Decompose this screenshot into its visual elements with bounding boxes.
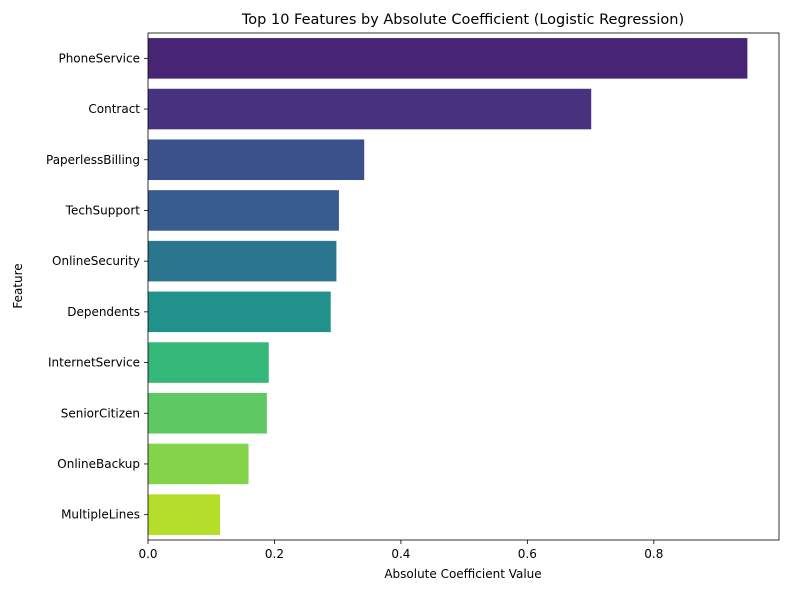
x-ticks: 0.0 0.2 0.4 0.6 0.8 [138,540,663,561]
bar-Contract [148,88,592,130]
x-tick-label: 0.6 [518,547,537,561]
plot-frame [147,32,780,541]
y-tick-label: TechSupport [65,203,141,217]
bar-PaperlessBilling [148,139,365,181]
bar-InternetService [148,342,269,383]
bar-OnlineBackup [148,443,249,485]
y-tick-label: OnlineSecurity [52,254,140,268]
y-tick-label: InternetService [48,356,140,370]
x-tick-label: 0.2 [265,547,284,561]
x-tick-label: 0.4 [391,547,410,561]
bar-SeniorCitizen [148,392,267,434]
y-axis-label: Feature [11,263,25,308]
y-tick-label: Contract [88,102,140,116]
bar-MultipleLines [148,494,221,535]
bar-OnlineSecurity [148,240,337,282]
y-tick-label: MultipleLines [61,508,140,522]
x-tick-label: 0.0 [138,547,157,561]
x-tick-label: 0.8 [644,547,663,561]
x-axis-label: Absolute Coefficient Value [384,567,541,581]
y-ticks: PhoneService Contract PaperlessBilling Tech… [46,51,148,522]
y-tick-label: OnlineBackup [57,457,140,471]
chart-title: Top 10 Features by Absolute Coefficient … [241,12,684,28]
y-tick-label: Dependents [67,305,140,319]
y-tick-label: PaperlessBilling [46,153,140,167]
bar-TechSupport [148,190,339,231]
y-tick-label: PhoneService [58,51,140,65]
bar-Dependents [148,291,331,333]
bars-group [148,38,748,535]
bar-PhoneService [148,38,748,79]
y-tick-label: SeniorCitizen [61,406,140,420]
